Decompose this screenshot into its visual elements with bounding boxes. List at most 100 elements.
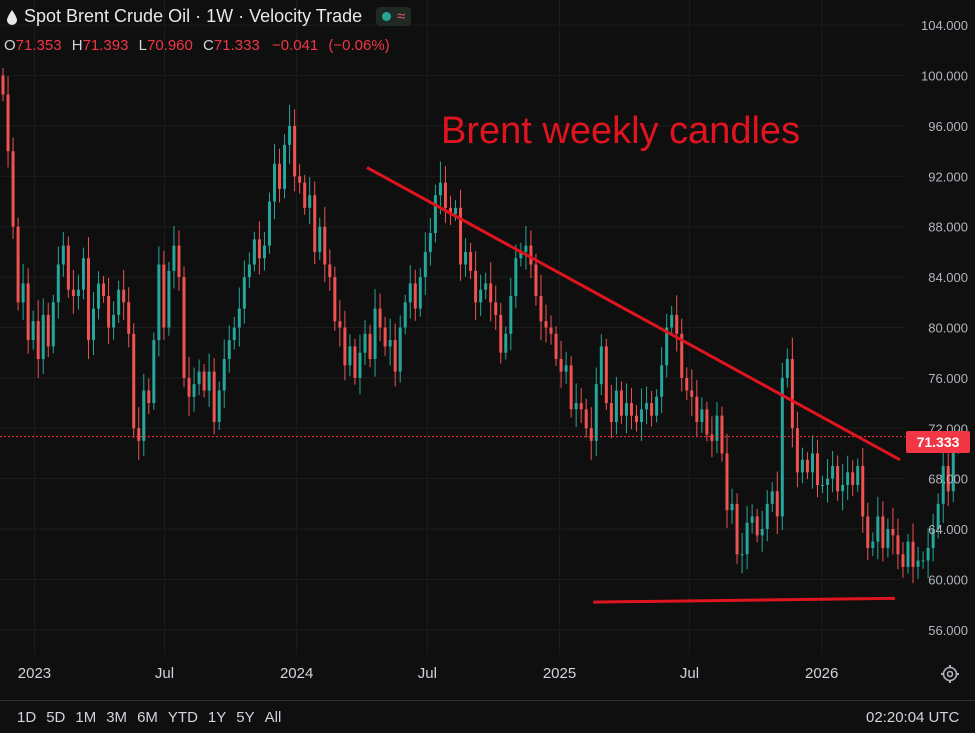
candle-body	[338, 321, 342, 328]
candle-body	[765, 503, 769, 530]
range-1y-button[interactable]: 1Y	[207, 709, 227, 726]
candle-body	[459, 207, 463, 265]
candle-body	[408, 283, 412, 303]
y-tick-label: 100.000	[921, 69, 968, 84]
low-value: 70.960	[146, 37, 193, 54]
candle-body	[926, 547, 930, 561]
candle-body	[881, 516, 885, 548]
candle-body	[217, 390, 221, 422]
candle-body	[584, 409, 588, 429]
range-6m-button[interactable]: 6M	[137, 709, 158, 726]
status-pill[interactable]: ≈	[376, 7, 412, 26]
candle-body	[705, 409, 709, 435]
candle-body	[438, 182, 442, 196]
candle-body	[147, 390, 151, 404]
low-label: L	[138, 37, 147, 54]
change-value: −0.041	[271, 37, 319, 54]
candle-body	[162, 264, 166, 328]
candle-body	[328, 264, 332, 278]
range-5d-button[interactable]: 5D	[46, 709, 66, 726]
utc-clock[interactable]: 02:20:04 UTC	[866, 709, 960, 726]
range-1d-button[interactable]: 1D	[17, 709, 37, 726]
y-tick-label: 60.000	[928, 572, 968, 587]
candle-body	[549, 327, 553, 334]
candle-body	[142, 390, 146, 441]
candle-body	[479, 289, 483, 303]
candle-body	[745, 522, 749, 555]
candle-body	[97, 283, 101, 309]
candle-body	[152, 340, 156, 404]
y-tick-label: 68.000	[928, 472, 968, 487]
candle-body	[41, 314, 45, 359]
candle-body	[509, 296, 513, 334]
candle-body	[56, 264, 60, 303]
candle-body	[599, 346, 603, 385]
candle-body	[232, 327, 236, 341]
candle-body	[348, 346, 352, 366]
candle-body	[267, 201, 271, 246]
settings-gear-icon[interactable]	[940, 664, 960, 684]
candle-body	[936, 503, 940, 530]
candle-body	[846, 472, 850, 485]
candle-body	[247, 264, 251, 278]
candle-body	[805, 459, 809, 473]
y-tick-label: 92.000	[928, 169, 968, 184]
candle-body	[197, 371, 201, 385]
candle-body	[831, 466, 835, 479]
candle-body	[378, 308, 382, 328]
candles	[1, 68, 960, 584]
candle-body	[871, 541, 875, 548]
chart-annotation[interactable]: Brent weekly candles	[441, 110, 801, 152]
candle-body	[685, 377, 689, 391]
candle-body	[730, 503, 734, 511]
range-1m-button[interactable]: 1M	[75, 709, 97, 726]
candle-body	[524, 245, 528, 252]
candle-body	[207, 371, 211, 391]
candle-body	[645, 403, 649, 410]
candle-body	[519, 251, 523, 259]
candle-body	[227, 340, 231, 359]
high-label: H	[71, 37, 83, 54]
candle-body	[308, 195, 312, 208]
candle-body	[122, 289, 126, 303]
oil-drop-icon	[7, 9, 17, 25]
range-5y-button[interactable]: 5Y	[236, 709, 255, 726]
high-value: 71.393	[82, 37, 129, 54]
x-tick-label: 2023	[18, 665, 51, 682]
candle-body	[278, 163, 282, 189]
candle-body	[800, 459, 804, 473]
candle-body	[790, 358, 794, 429]
candle-body	[469, 251, 473, 271]
time-axis: 2023 Jul 2024 Jul 2025 Jul 2026	[18, 665, 839, 682]
x-tick-label: 2024	[280, 665, 313, 682]
range-ytd-button[interactable]: YTD	[167, 709, 198, 726]
range-3m-button[interactable]: 3M	[106, 709, 128, 726]
candle-body	[393, 340, 397, 372]
ohlc-legend: O71.353 H71.393 L70.960 C71.333 −0.041 (…	[4, 37, 390, 54]
open-value: 71.353	[15, 37, 62, 54]
candle-body	[735, 503, 739, 555]
candle-body	[489, 283, 493, 303]
candle-body	[127, 302, 131, 334]
symbol-title[interactable]: Spot Brent Crude Oil · 1W · Velocity Tra…	[24, 6, 363, 26]
range-all-button[interactable]: All	[264, 709, 282, 726]
candle-body	[61, 245, 65, 265]
candle-body	[172, 245, 176, 271]
candle-body	[559, 358, 563, 372]
candle-body	[861, 466, 865, 517]
candle-body	[609, 403, 613, 422]
candle-body	[403, 302, 407, 328]
candle-body	[740, 554, 744, 556]
candle-body	[373, 308, 377, 359]
candle-body	[454, 207, 457, 215]
candle-body	[810, 453, 814, 473]
candle-body	[313, 195, 317, 252]
market-status-dot	[382, 12, 392, 21]
candle-body	[283, 144, 287, 189]
close-value: 71.333	[213, 37, 260, 54]
candle-body	[821, 484, 825, 486]
candle-body	[418, 277, 422, 309]
candle-body	[499, 314, 503, 353]
candle-body	[81, 258, 85, 290]
